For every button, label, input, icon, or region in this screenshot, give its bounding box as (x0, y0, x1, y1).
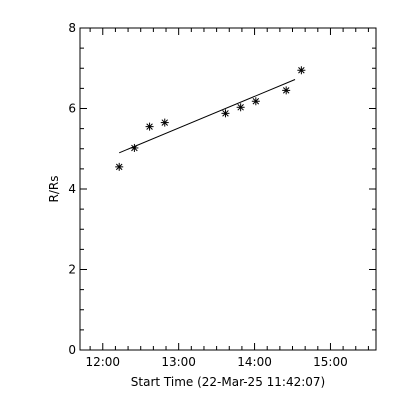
y-tick-label: 0 (68, 343, 76, 357)
data-points (115, 66, 306, 171)
y-axis-ticks: 0 2 4 6 8 (68, 21, 376, 357)
y-tick-label: 6 (68, 102, 76, 116)
data-point (160, 118, 169, 127)
x-axis-label: Start Time (22-Mar-25 11:42:07) (131, 375, 325, 389)
data-point (130, 143, 139, 152)
fit-line (119, 79, 296, 154)
data-point (145, 122, 154, 131)
data-point (115, 162, 124, 171)
y-tick-label: 8 (68, 21, 76, 35)
data-point (297, 66, 306, 75)
x-tick-label: 15:00 (313, 355, 348, 369)
data-point (282, 86, 291, 95)
data-point (221, 109, 230, 118)
y-axis-label: R/Rs (47, 176, 61, 203)
x-tick-label: 14:00 (237, 355, 272, 369)
y-tick-label: 4 (68, 182, 76, 196)
x-tick-label: 13:00 (161, 355, 196, 369)
y-tick-label: 2 (68, 263, 76, 277)
fit-line-group (119, 79, 296, 154)
data-point (251, 97, 260, 106)
plot-frame (79, 27, 377, 351)
data-point (236, 103, 245, 112)
x-tick-label: 12:00 (85, 355, 120, 369)
x-axis-ticks: 12:00 13:00 14:00 15:00 (85, 28, 369, 369)
